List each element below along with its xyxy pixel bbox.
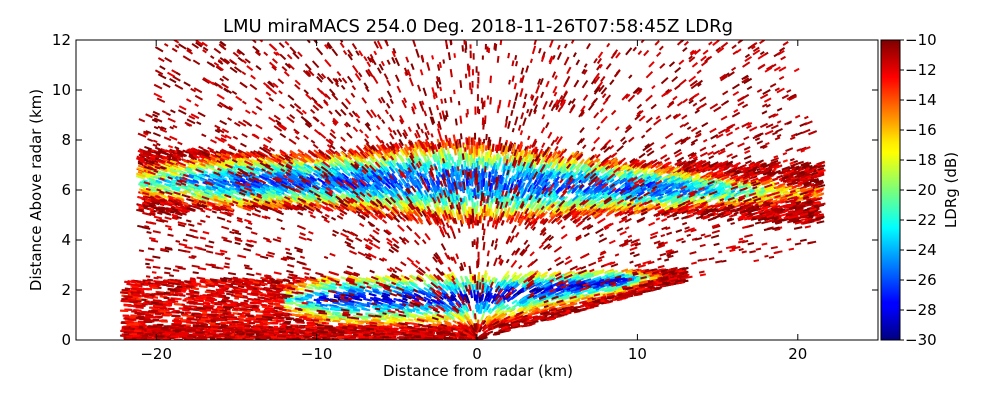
- ldr-echo-mark: [431, 188, 433, 192]
- ldr-echo-mark: [471, 207, 472, 215]
- ldr-echo-mark: [506, 166, 507, 171]
- ldr-echo-mark: [817, 221, 825, 223]
- ldr-echo-mark: [413, 211, 417, 216]
- ldr-echo-mark: [513, 167, 515, 172]
- ldr-echo-mark: [144, 147, 151, 150]
- ldr-echo-mark: [175, 147, 179, 149]
- ldr-echo-mark: [530, 145, 532, 149]
- chart-title: LMU miraMACS 254.0 Deg. 2018-11-26T07:58…: [223, 16, 733, 37]
- ldr-echo-mark: [168, 146, 172, 148]
- ldr-echo-mark: [467, 189, 468, 194]
- ldr-echo-mark: [212, 211, 217, 212]
- radar-echo-marks: [120, 36, 826, 341]
- ldr-echo-mark: [157, 213, 162, 214]
